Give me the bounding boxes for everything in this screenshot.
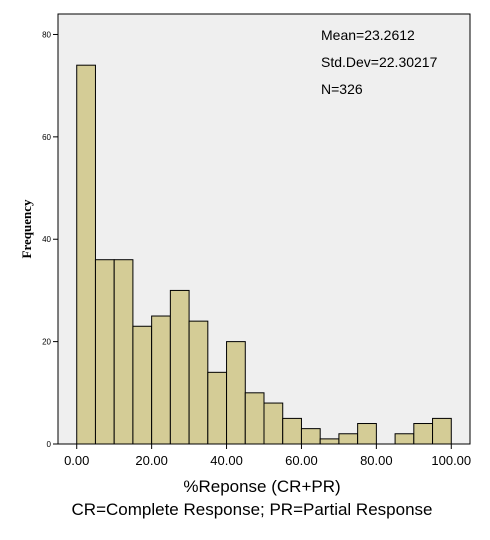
- y-tick-label: 60: [42, 133, 51, 142]
- histogram-bar-5: [169, 289, 190, 445]
- histogram-bar-3: [132, 325, 153, 445]
- histogram-bar-14: [338, 433, 359, 445]
- caption: CR=Complete Response; PR=Partial Respons…: [72, 500, 433, 519]
- x-tick-label: 40.00: [210, 453, 243, 468]
- histogram-bar-19: [432, 417, 452, 445]
- histogram-bar-18: [413, 423, 434, 445]
- y-tick-label: 40: [42, 235, 51, 244]
- histogram-bar-15: [357, 423, 377, 445]
- x-ticks: 0.00 20.00 40.00 60.00 80.00 100.00: [64, 444, 471, 468]
- x-tick-label: 80.00: [360, 453, 393, 468]
- histogram-bar-8: [226, 341, 246, 445]
- stat-mean: Mean=23.2612: [321, 27, 415, 43]
- x-tick-label: 60.00: [285, 453, 318, 468]
- histogram-bar-7: [207, 371, 228, 445]
- histogram-bar-0: [76, 64, 96, 445]
- histogram-bar-10: [263, 402, 284, 445]
- stat-std-dev: Std.Dev=22.30217: [321, 54, 438, 70]
- bars: [76, 64, 452, 445]
- x-axis-label: %Reponse (CR+PR): [183, 477, 340, 496]
- y-axis-label: Frequency: [19, 199, 34, 258]
- x-tick-label: 100.00: [431, 453, 471, 468]
- histogram-bar-9: [244, 392, 265, 445]
- histogram-bar-6: [188, 320, 209, 445]
- x-tick-label: 0.00: [64, 453, 89, 468]
- histogram-bar-4: [151, 315, 171, 445]
- histogram-bar-1: [94, 259, 115, 445]
- histogram-bar-2: [113, 259, 134, 445]
- x-tick-label: 20.00: [135, 453, 168, 468]
- y-ticks: 0 20 40 60 80: [42, 30, 58, 449]
- histogram-bar-17: [394, 433, 415, 445]
- y-tick-label: 20: [42, 338, 51, 347]
- y-tick-label: 80: [42, 30, 51, 39]
- histogram-bar-12: [300, 428, 321, 445]
- y-tick-label: 0: [47, 440, 52, 449]
- stat-n: N=326: [321, 81, 363, 97]
- histogram-bar-13: [319, 438, 340, 445]
- histogram-bar-11: [282, 417, 302, 445]
